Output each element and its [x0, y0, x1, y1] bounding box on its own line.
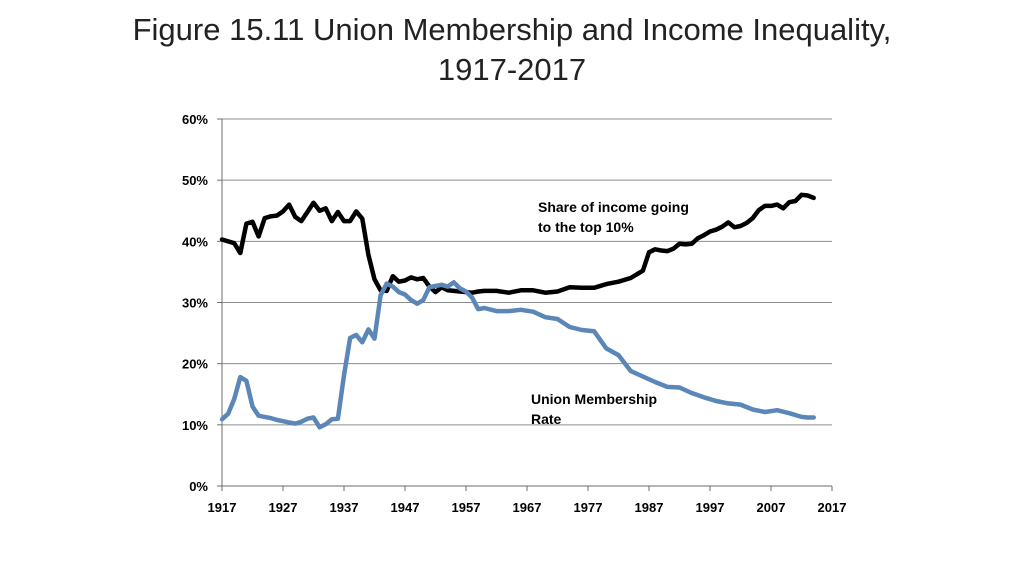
- x-tick-label-3: 1947: [391, 500, 420, 515]
- x-tick-label-10: 2017: [818, 500, 847, 515]
- series-line-income-share: [219, 192, 816, 295]
- y-tick-label-5: 50%: [182, 173, 208, 188]
- income-share-annotation-line-2: to the top 10%: [538, 219, 634, 235]
- slide-title: Figure 15.11 Union Membership and Income…: [0, 10, 1024, 90]
- series-line-union-rate: [219, 280, 816, 430]
- x-tick-label-5: 1967: [513, 500, 542, 515]
- income-share-annotation: Share of income going to the top 10%: [538, 199, 689, 235]
- y-axis-tick-labels: 0% 10% 20% 30% 40% 50% 60%: [182, 112, 208, 494]
- x-tick-label-0: 1917: [208, 500, 237, 515]
- x-tick-label-7: 1987: [635, 500, 664, 515]
- y-tick-label-1: 10%: [182, 418, 208, 433]
- x-axis-tick-labels: 1917 1927 1937 1947 1957 1967 1977 1987 1997 2007…: [208, 500, 847, 515]
- axes: [217, 118, 833, 491]
- slide-title-line-2: 1917-2017: [437, 52, 587, 87]
- union-rate-annotation-line-2: Rate: [531, 411, 562, 427]
- y-tick-label-2: 20%: [182, 357, 208, 372]
- slide-title-line-1: Figure 15.11 Union Membership and Income…: [132, 12, 892, 47]
- union-rate-annotation: Union Membership Rate: [531, 391, 657, 427]
- x-tick-label-1: 1927: [269, 500, 298, 515]
- x-tick-label-8: 1997: [696, 500, 725, 515]
- y-tick-label-6: 60%: [182, 112, 208, 127]
- income-share-annotation-line-1: Share of income going: [538, 199, 689, 215]
- y-tick-label-3: 30%: [182, 296, 208, 311]
- union-rate-annotation-line-1: Union Membership: [531, 391, 657, 407]
- y-tick-label-0: 0%: [189, 479, 208, 494]
- gridlines: [222, 118, 832, 426]
- x-tick-label-9: 2007: [757, 500, 786, 515]
- series-lines: [219, 192, 816, 430]
- x-tick-label-4: 1957: [452, 500, 481, 515]
- y-tick-label-4: 40%: [182, 234, 208, 249]
- x-tick-label-6: 1977: [574, 500, 603, 515]
- x-tick-label-2: 1937: [330, 500, 359, 515]
